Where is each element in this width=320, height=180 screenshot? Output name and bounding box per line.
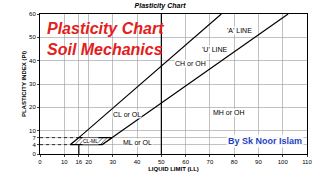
svg-text:7: 7 bbox=[32, 135, 36, 141]
svg-text:Plasticity Chart: Plasticity Chart bbox=[135, 2, 187, 10]
svg-text:20: 20 bbox=[85, 159, 92, 165]
svg-text:60: 60 bbox=[182, 159, 189, 165]
svg-text:30: 30 bbox=[109, 159, 116, 165]
svg-text:50: 50 bbox=[29, 34, 36, 40]
svg-text:CL-ML: CL-ML bbox=[83, 138, 98, 144]
svg-text:'A' LINE: 'A' LINE bbox=[227, 27, 252, 34]
svg-text:MH or OH: MH or OH bbox=[213, 109, 245, 116]
svg-text:30: 30 bbox=[29, 81, 36, 87]
svg-text:Plasticity Chart: Plasticity Chart bbox=[47, 20, 164, 37]
svg-text:CL or OL: CL or OL bbox=[113, 111, 141, 118]
svg-text:70: 70 bbox=[207, 159, 214, 165]
svg-text:PLASTICITY INDEX (PI): PLASTICITY INDEX (PI) bbox=[21, 51, 27, 117]
svg-text:40: 40 bbox=[29, 58, 36, 64]
svg-text:0: 0 bbox=[32, 151, 36, 157]
svg-text:LIQUID LIMIT (LL): LIQUID LIMIT (LL) bbox=[148, 166, 199, 172]
svg-text:By Sk Noor Islam: By Sk Noor Islam bbox=[228, 136, 302, 146]
svg-text:Soil Mechanics: Soil Mechanics bbox=[47, 41, 163, 58]
svg-text:'U' LINE: 'U' LINE bbox=[202, 46, 228, 53]
svg-text:10: 10 bbox=[29, 128, 36, 134]
svg-text:90: 90 bbox=[255, 159, 262, 165]
svg-text:4: 4 bbox=[32, 142, 36, 148]
svg-text:ML or OL: ML or OL bbox=[123, 139, 152, 146]
svg-text:110: 110 bbox=[302, 159, 312, 165]
svg-text:80: 80 bbox=[231, 159, 238, 165]
svg-text:40: 40 bbox=[134, 159, 141, 165]
svg-text:0: 0 bbox=[38, 159, 42, 165]
svg-text:16: 16 bbox=[75, 159, 82, 165]
svg-text:CH or OH: CH or OH bbox=[175, 60, 206, 67]
svg-text:100: 100 bbox=[278, 159, 289, 165]
svg-text:50: 50 bbox=[158, 159, 165, 165]
svg-text:10: 10 bbox=[61, 159, 68, 165]
svg-text:60: 60 bbox=[29, 11, 36, 17]
svg-text:20: 20 bbox=[29, 104, 36, 110]
